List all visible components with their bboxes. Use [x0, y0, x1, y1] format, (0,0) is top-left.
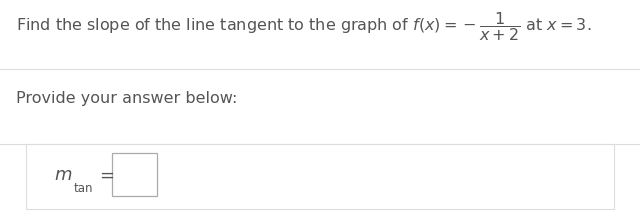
- FancyBboxPatch shape: [26, 144, 614, 209]
- FancyBboxPatch shape: [112, 153, 157, 196]
- Text: tan: tan: [74, 182, 93, 195]
- Text: Find the slope of the line tangent to the graph of $f(x) = -\dfrac{1}{x+2}$ at $: Find the slope of the line tangent to th…: [16, 10, 591, 43]
- Text: Provide your answer below:: Provide your answer below:: [16, 91, 237, 106]
- Text: =: =: [99, 167, 114, 184]
- Text: $m$: $m$: [54, 167, 73, 184]
